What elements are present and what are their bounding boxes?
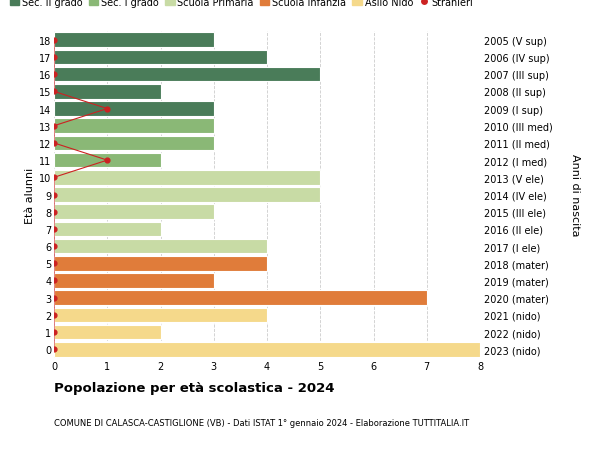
Bar	[54, 102, 214, 117]
Point	[49, 329, 59, 336]
Bar	[54, 50, 267, 65]
Bar	[54, 239, 267, 254]
Bar	[54, 34, 214, 48]
Bar	[54, 222, 161, 237]
Point	[49, 277, 59, 285]
Point	[49, 54, 59, 62]
Bar	[54, 308, 267, 322]
Point	[49, 71, 59, 78]
Bar	[54, 153, 161, 168]
Point	[49, 294, 59, 302]
Point	[103, 157, 112, 164]
Point	[49, 312, 59, 319]
Bar	[54, 171, 320, 185]
Point	[49, 260, 59, 267]
Point	[49, 174, 59, 182]
Point	[49, 208, 59, 216]
Bar	[54, 188, 320, 202]
Text: COMUNE DI CALASCA-CASTIGLIONE (VB) - Dati ISTAT 1° gennaio 2024 - Elaborazione T: COMUNE DI CALASCA-CASTIGLIONE (VB) - Dat…	[54, 418, 469, 427]
Bar	[54, 68, 320, 82]
Bar	[54, 257, 267, 271]
Point	[49, 243, 59, 250]
Point	[103, 106, 112, 113]
Point	[49, 123, 59, 130]
Bar	[54, 205, 214, 219]
Legend: Sec. II grado, Sec. I grado, Scuola Primaria, Scuola Infanzia, Asilo Nido, Stran: Sec. II grado, Sec. I grado, Scuola Prim…	[10, 0, 473, 8]
Point	[49, 191, 59, 199]
Point	[49, 89, 59, 96]
Point	[49, 140, 59, 147]
Point	[49, 37, 59, 45]
Bar	[54, 136, 214, 151]
Bar	[54, 325, 161, 340]
Bar	[54, 291, 427, 305]
Bar	[54, 119, 214, 134]
Bar	[54, 342, 480, 357]
Point	[49, 226, 59, 233]
Y-axis label: Anni di nascita: Anni di nascita	[569, 154, 580, 236]
Point	[49, 346, 59, 353]
Bar	[54, 274, 214, 288]
Bar	[54, 85, 161, 100]
Text: Popolazione per età scolastica - 2024: Popolazione per età scolastica - 2024	[54, 381, 335, 394]
Y-axis label: Età alunni: Età alunni	[25, 167, 35, 223]
